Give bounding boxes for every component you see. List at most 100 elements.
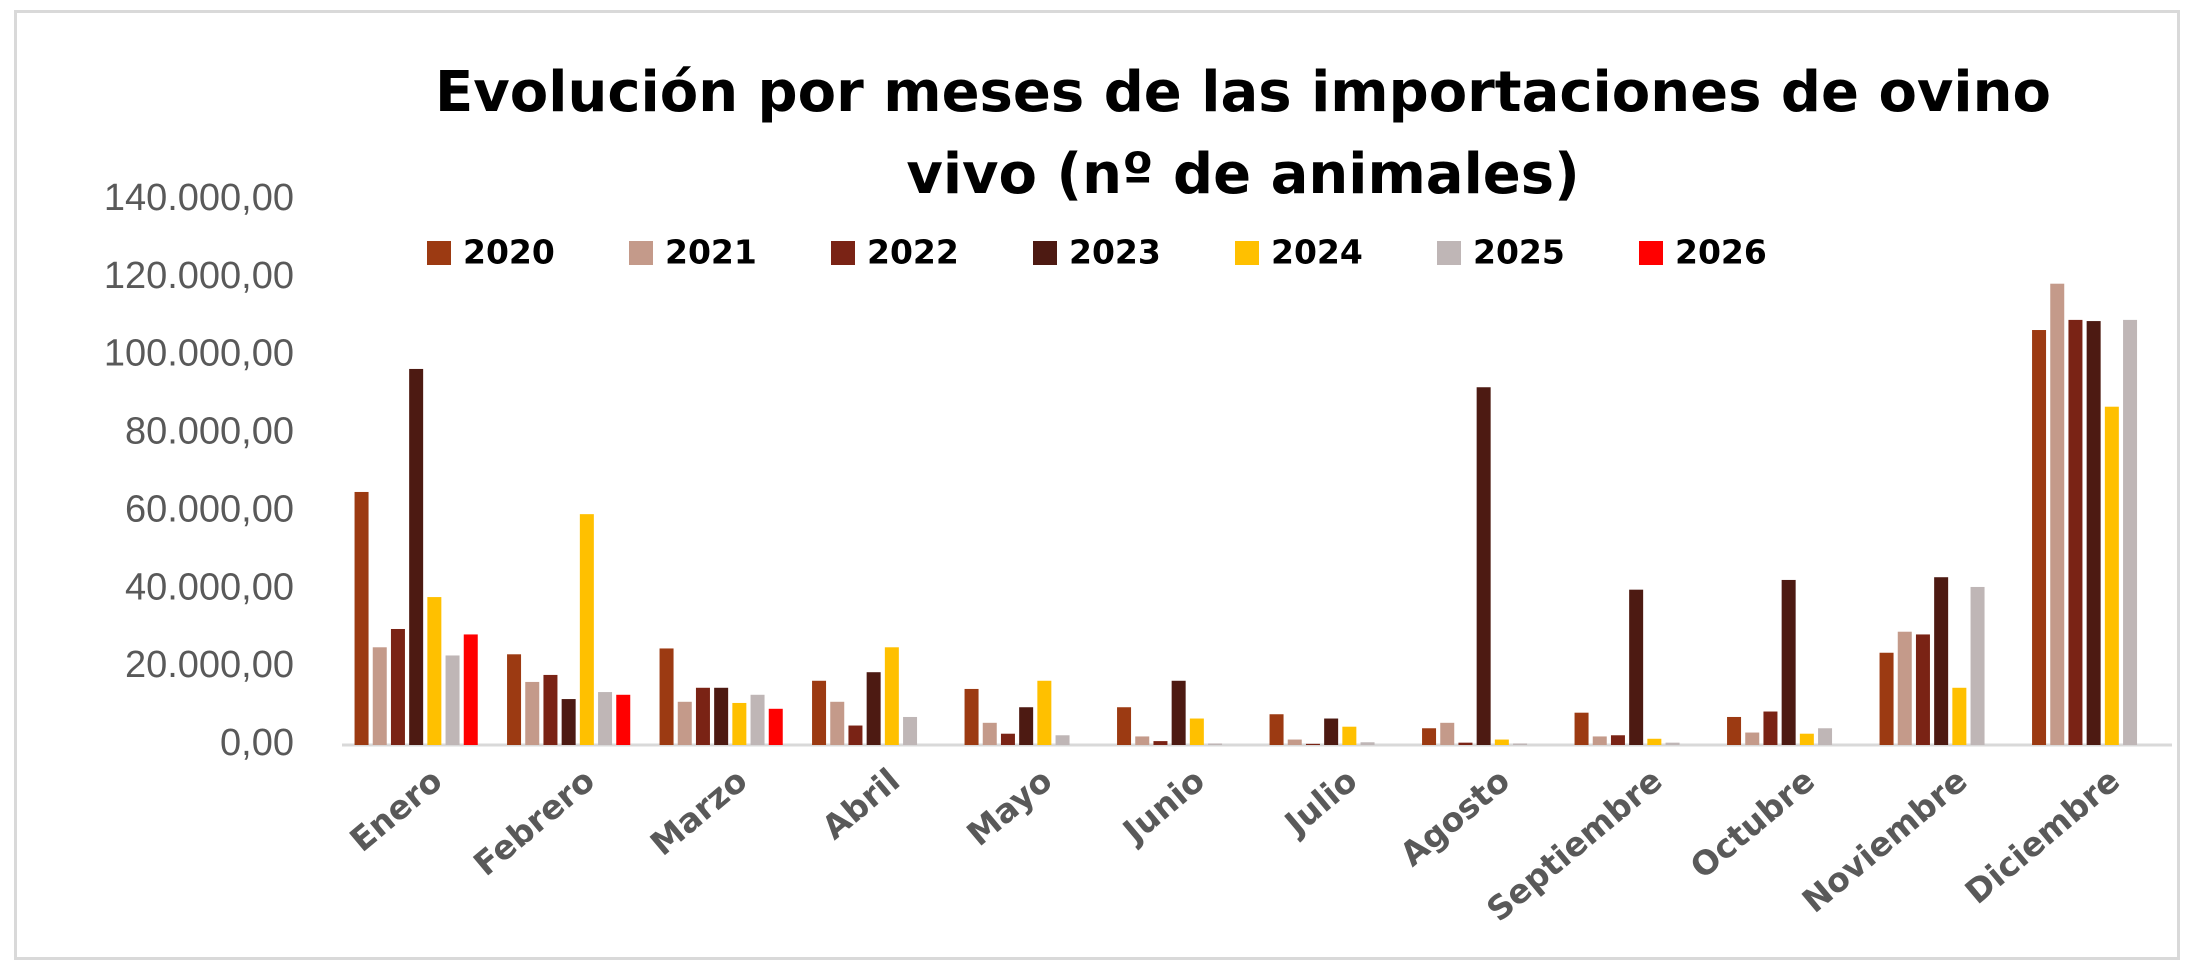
x-tick-label: Febrero — [466, 761, 602, 884]
bar — [1458, 742, 1473, 745]
bar — [354, 491, 369, 745]
bar — [1781, 579, 1796, 745]
legend-label: 2022 — [867, 233, 959, 272]
bar — [884, 647, 899, 745]
bar — [1422, 728, 1437, 745]
legend-label: 2025 — [1473, 233, 1565, 272]
bar — [866, 672, 881, 745]
legend-swatch — [629, 241, 653, 265]
bar — [1763, 711, 1778, 745]
bar — [507, 654, 522, 745]
bar — [2104, 406, 2119, 745]
bar — [750, 694, 765, 745]
bar — [616, 694, 631, 745]
x-tick-label: Noviembre — [1795, 761, 1975, 921]
bar — [525, 681, 540, 745]
bar — [812, 680, 827, 745]
legend-label: 2023 — [1069, 233, 1161, 272]
legend-swatch — [1235, 241, 1259, 265]
x-tick-label: Octubre — [1683, 761, 1822, 887]
bar — [1799, 733, 1814, 745]
legend-swatch — [1033, 241, 1057, 265]
bar — [1476, 387, 1491, 745]
bar — [1934, 577, 1949, 745]
y-tick-label: 0,00 — [220, 722, 294, 764]
bar — [598, 692, 613, 745]
bar — [1574, 712, 1589, 745]
bar — [1360, 742, 1375, 745]
bar — [2123, 319, 2138, 745]
bar — [677, 701, 692, 745]
bar — [1287, 739, 1302, 745]
bar — [659, 648, 674, 745]
bar — [1153, 741, 1168, 745]
legend-label: 2024 — [1271, 233, 1363, 272]
bar — [2032, 330, 2047, 745]
y-tick-label: 140.000,00 — [104, 177, 294, 219]
bar — [1647, 738, 1662, 745]
bar — [1269, 714, 1284, 745]
chart-frame — [14, 10, 2180, 960]
bar — [1055, 735, 1070, 745]
bar — [1818, 728, 1833, 745]
legend-label: 2021 — [665, 233, 757, 272]
bar — [1000, 733, 1015, 745]
bar — [732, 702, 747, 745]
x-tick-label: Agosto — [1392, 761, 1517, 874]
x-tick-label: Mayo — [959, 761, 1059, 854]
bar — [830, 701, 845, 745]
bar — [445, 655, 460, 745]
bar — [714, 687, 729, 745]
y-tick-label: 100.000,00 — [104, 333, 294, 375]
bar — [1440, 722, 1455, 745]
bar — [964, 688, 979, 745]
bar — [1208, 743, 1223, 745]
x-tick-label: Diciembre — [1957, 761, 2127, 912]
bar — [1037, 680, 1052, 745]
bar — [768, 708, 783, 745]
x-tick-label: Julio — [1276, 761, 1365, 844]
y-tick-label: 20.000,00 — [125, 644, 294, 686]
legend-label: 2026 — [1675, 233, 1767, 272]
bar — [390, 628, 405, 745]
bar — [1879, 652, 1894, 745]
bar — [1665, 742, 1680, 745]
bar — [1915, 634, 1930, 745]
x-tick-label: Abril — [814, 761, 907, 847]
x-tick-label: Junio — [1114, 761, 1212, 852]
bar — [1324, 718, 1339, 745]
y-tick-label: 120.000,00 — [104, 255, 294, 297]
bar — [1171, 680, 1186, 745]
bar — [848, 725, 863, 745]
y-tick-label: 40.000,00 — [125, 566, 294, 608]
bar — [2086, 321, 2101, 745]
legend-swatch — [831, 241, 855, 265]
bar — [427, 597, 442, 745]
bar — [695, 687, 710, 745]
bar — [561, 699, 576, 745]
chart-title: Evolución por meses de las importaciones… — [435, 60, 2051, 207]
bar — [1952, 687, 1967, 745]
bar — [1513, 743, 1528, 745]
bar — [1135, 736, 1150, 745]
bar — [1592, 736, 1607, 745]
x-tick-label: Enero — [342, 761, 449, 860]
bar — [1970, 586, 1985, 745]
bar — [2050, 283, 2065, 745]
x-tick-label: Marzo — [643, 761, 755, 864]
legend-swatch — [1639, 241, 1663, 265]
y-tick-label: 60.000,00 — [125, 488, 294, 530]
bar — [2068, 319, 2083, 745]
legend-swatch — [1437, 241, 1461, 265]
bar — [1610, 735, 1625, 745]
bar — [1117, 707, 1132, 745]
bar — [1494, 739, 1509, 745]
bar — [1727, 716, 1742, 745]
bar — [372, 647, 387, 745]
bar — [1745, 732, 1760, 745]
bar — [1629, 589, 1644, 745]
bar — [982, 722, 997, 745]
y-tick-label: 80.000,00 — [125, 411, 294, 453]
